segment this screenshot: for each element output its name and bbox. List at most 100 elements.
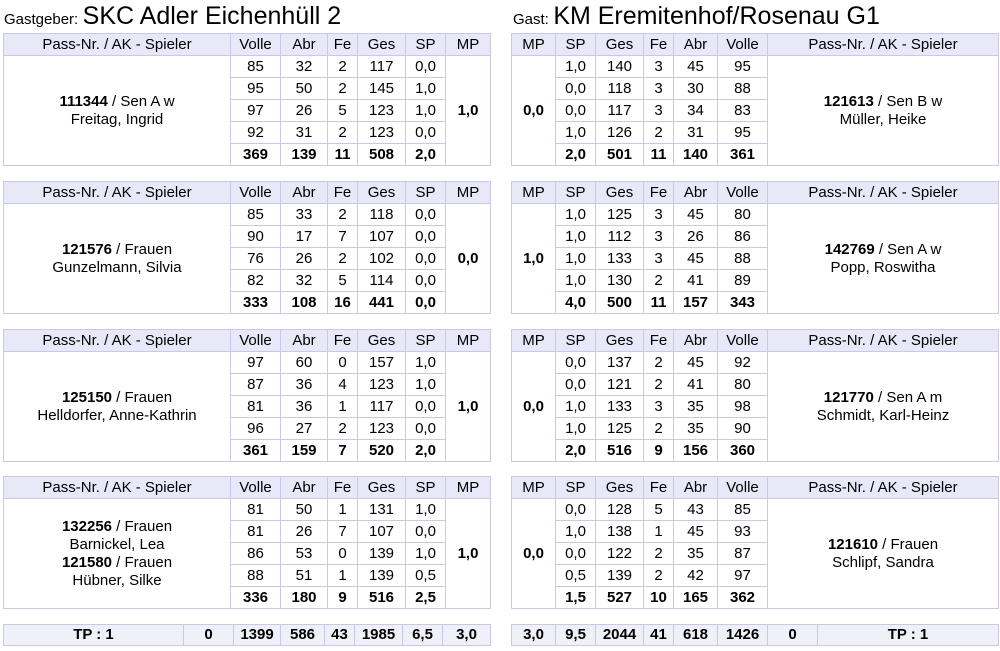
guest-ges-value: 117	[595, 99, 644, 122]
header-ges: Ges	[595, 33, 644, 56]
header-sp: SP	[555, 33, 596, 56]
player-entry: 121770 / Sen A m	[769, 388, 998, 407]
guest-ges-value: 138	[595, 520, 644, 543]
header-volle: Volle	[717, 476, 768, 499]
guest-fe-value: 2	[643, 564, 674, 587]
player-entry: 121580 / Frauen	[5, 553, 230, 572]
pass-number: 125150	[61, 388, 113, 406]
home-volle-value: 97	[230, 351, 281, 374]
guest-team-name: KM Eremitenhof/Rosenau G1	[553, 2, 880, 30]
home-total-fe: 43	[324, 624, 355, 646]
home-player-cell: 111344 / Sen A w Freitag, Ingrid	[3, 55, 231, 166]
guest-sp-value: 0,0	[555, 351, 596, 374]
guest-sp-value: 1,0	[555, 417, 596, 440]
pass-number: 121580	[61, 553, 113, 571]
home-ges-value: 117	[357, 55, 406, 78]
guest-label: Gast:	[513, 11, 549, 28]
player-name: Helldorfer, Anne-Kathrin	[37, 406, 197, 424]
home-volle-value: 82	[230, 269, 281, 292]
guest-sp-value: 0,0	[555, 542, 596, 565]
pass-number: 121770	[823, 388, 874, 406]
home-abr-value: 51	[280, 564, 328, 587]
home-game-2: Pass-Nr. / AK - Spieler Volle Abr Fe Ges SP MP…	[3, 181, 491, 314]
guest-ges-total: 500	[595, 291, 644, 314]
home-abr-value: 36	[280, 395, 328, 418]
home-fe-value: 1	[327, 395, 358, 418]
guest-sp-value: 1,0	[555, 395, 596, 418]
table-row: 0,0 0,0 128 5 43 85 121610 / Frauen Schlipf, S…	[511, 498, 999, 609]
home-volle-value: 96	[230, 417, 281, 440]
age-class: / Sen A w	[874, 240, 942, 258]
pass-number: 121610	[827, 535, 879, 553]
guest-ges-total: 501	[595, 143, 644, 166]
header-volle: Volle	[717, 181, 768, 204]
guest-sp-total: 1,5	[555, 586, 596, 609]
header-player: Pass-Nr. / AK - Spieler	[3, 476, 231, 499]
home-sp-value: 0,0	[405, 203, 446, 226]
home-fe-total: 16	[327, 291, 358, 314]
guest-fe-total: 11	[643, 291, 674, 314]
home-total-volle: 1399	[233, 624, 281, 646]
header-sp: SP	[555, 329, 596, 352]
home-volle-value: 97	[230, 99, 281, 122]
table-row: 76 26 2 102 0,0	[4, 247, 491, 270]
home-abr-total: 108	[280, 291, 328, 314]
home-volle-total: 336	[230, 586, 281, 609]
player-entry: 142769 / Sen A w	[769, 240, 998, 259]
table-row: 1,0 138 1 45 93	[512, 520, 999, 543]
guest-player-cell: 121770 / Sen A m Schmidt, Karl-Heinz	[767, 351, 999, 462]
header-mp: MP	[511, 33, 556, 56]
home-abr-value: 53	[280, 542, 328, 565]
home-fe-value: 0	[327, 542, 358, 565]
table-row: 1,0 133 3 45 88	[512, 247, 999, 270]
guest-ges-value: 125	[595, 417, 644, 440]
home-sp-value: 1,0	[405, 498, 446, 521]
guest-ges-value: 112	[595, 225, 644, 248]
table-row: 1,0 112 3 26 86	[512, 225, 999, 248]
guest-tp: TP : 1	[817, 624, 999, 646]
guest-game-4: MP SP Ges Fe Abr Volle Pass-Nr. / AK - Spieler…	[511, 476, 999, 609]
home-volle-value: 81	[230, 520, 281, 543]
header-player: Pass-Nr. / AK - Spieler	[767, 476, 999, 499]
player-name: Hübner, Silke	[72, 571, 162, 589]
player-entry: 111344 / Sen A w	[5, 92, 230, 111]
guest-ges-total: 516	[595, 439, 644, 462]
header-volle: Volle	[230, 33, 281, 56]
player-name: Schmidt, Karl-Heinz	[816, 406, 950, 424]
guest-ges-value: 121	[595, 373, 644, 396]
pass-number: 111344	[59, 92, 108, 110]
header-fe: Fe	[327, 476, 358, 499]
home-sp-value: 0,0	[405, 225, 446, 248]
guest-fe-value: 2	[643, 121, 674, 144]
guest-ges-value: 122	[595, 542, 644, 565]
home-sp-value: 0,0	[405, 121, 446, 144]
guest-volle-value: 83	[717, 99, 768, 122]
home-fe-total: 9	[327, 586, 358, 609]
guest-volle-value: 86	[717, 225, 768, 248]
home-total-abr: 586	[280, 624, 325, 646]
home-volle-value: 92	[230, 121, 281, 144]
player-name: Barnickel, Lea	[69, 535, 165, 553]
home-ges-value: 123	[357, 373, 406, 396]
guest-abr-value: 35	[673, 395, 718, 418]
guest-player-cell: 142769 / Sen A w Popp, Roswitha	[767, 203, 999, 314]
pass-number: 121613	[823, 92, 874, 110]
home-volle-value: 81	[230, 498, 281, 521]
home-ges-value: 107	[357, 225, 406, 248]
home-volle-value: 88	[230, 564, 281, 587]
guest-abr-total: 156	[673, 439, 718, 462]
guest-game-3: MP SP Ges Fe Abr Volle Pass-Nr. / AK - Spieler…	[511, 329, 999, 462]
guest-fe-total: 11	[643, 143, 674, 166]
guest-sp-total: 2,0	[555, 439, 596, 462]
home-label: Gastgeber:	[4, 11, 79, 28]
guest-total-ges: 2044	[595, 624, 644, 646]
guest-abr-value: 34	[673, 99, 718, 122]
guest-volle-value: 90	[717, 417, 768, 440]
table-row: 333 108 16 441 0,0	[4, 291, 491, 314]
guest-fe-value: 3	[643, 55, 674, 78]
home-abr-value: 17	[280, 225, 328, 248]
table-row: 132256 / Frauen Barnickel, Lea 121580 / F…	[3, 498, 491, 609]
home-fe-total: 11	[327, 143, 358, 166]
home-total-sp: 6,5	[402, 624, 443, 646]
guest-abr-value: 35	[673, 417, 718, 440]
